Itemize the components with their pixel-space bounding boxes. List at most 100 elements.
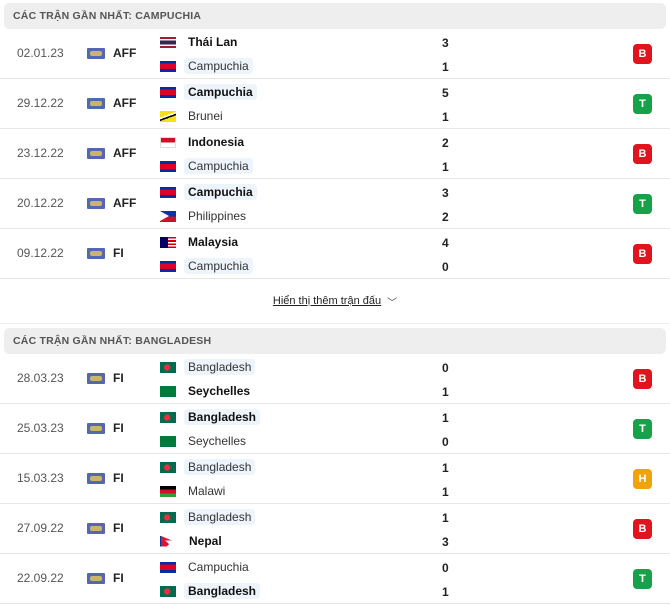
- match-row[interactable]: 09.12.22 FI Malaysia Campuchia 4 0 B: [0, 229, 670, 279]
- league-name: AFF: [113, 146, 137, 160]
- team-away[interactable]: Seychelles: [160, 432, 250, 450]
- flag-icon: [160, 461, 176, 473]
- match-row[interactable]: 23.12.22 AFF Indonesia Campuchia 2 1 B: [0, 129, 670, 179]
- team-name: Nepal: [189, 534, 222, 548]
- flag-icon: [160, 110, 176, 122]
- home-score: 2: [442, 136, 449, 150]
- league-name: AFF: [113, 46, 137, 60]
- team-away[interactable]: Campuchia: [160, 57, 253, 75]
- team-away[interactable]: Nepal: [160, 532, 226, 550]
- flag-icon: [160, 561, 176, 573]
- league-icon: [87, 248, 105, 259]
- league-name: FI: [113, 571, 124, 585]
- match-row[interactable]: 20.12.22 AFF Campuchia Philippines 3 2 T: [0, 179, 670, 229]
- result-badge: B: [633, 144, 652, 164]
- team-home[interactable]: Campuchia: [160, 83, 257, 101]
- match-row[interactable]: 25.03.23 FI Bangladesh Seychelles 1 0 T: [0, 404, 670, 454]
- team-name: Brunei: [188, 109, 223, 123]
- team-away[interactable]: Malawi: [160, 482, 229, 500]
- team-name: Seychelles: [188, 434, 247, 448]
- flag-icon: [160, 585, 176, 597]
- team-name: Bangladesh: [184, 583, 261, 599]
- team-name: Campuchia: [184, 58, 253, 74]
- flag-icon: [160, 411, 176, 423]
- team-name: Seychelles: [188, 384, 251, 398]
- league-icon: [87, 473, 105, 484]
- league-name: AFF: [113, 196, 137, 210]
- away-score: 1: [442, 110, 449, 124]
- result-badge: B: [633, 519, 652, 539]
- flag-icon: [160, 86, 176, 98]
- result-badge: T: [633, 569, 652, 589]
- show-more-link[interactable]: Hiển thị thêm trận đấu: [272, 295, 382, 307]
- team-home[interactable]: Bangladesh: [160, 358, 256, 376]
- league-icon: [87, 98, 105, 109]
- team-home[interactable]: Campuchia: [160, 558, 253, 576]
- match-date: 29.12.22: [17, 96, 64, 110]
- match-date: 15.03.23: [17, 471, 64, 485]
- home-score: 1: [442, 511, 449, 525]
- match-row[interactable]: 22.09.22 FI Campuchia Bangladesh 0 1 T: [0, 554, 670, 604]
- team-away[interactable]: Campuchia: [160, 257, 253, 275]
- team-away[interactable]: Campuchia: [160, 157, 253, 175]
- match-date: 25.03.23: [17, 421, 64, 435]
- flag-icon: [160, 60, 176, 72]
- team-name: Malawi: [188, 484, 226, 498]
- result-badge: T: [633, 419, 652, 439]
- match-row[interactable]: 02.01.23 AFF Thái Lan Campuchia 3 1 B: [0, 29, 670, 79]
- flag-icon: [160, 36, 176, 48]
- team-away[interactable]: Bangladesh: [160, 582, 261, 600]
- match-date: 09.12.22: [17, 246, 64, 260]
- flag-icon: [160, 435, 176, 447]
- show-more: Hiển thị thêm trận đấu ﹀: [0, 279, 670, 324]
- team-away[interactable]: Seychelles: [160, 382, 254, 400]
- chevron-down-icon[interactable]: ﹀: [387, 297, 398, 309]
- league-icon: [87, 48, 105, 59]
- league-icon: [87, 148, 105, 159]
- team-name: Campuchia: [184, 158, 253, 174]
- away-score: 0: [442, 435, 449, 449]
- match-date: 22.09.22: [17, 571, 64, 585]
- team-home[interactable]: Bangladesh: [160, 458, 256, 476]
- team-name: Campuchia: [188, 560, 249, 574]
- team-home[interactable]: Thái Lan: [160, 33, 241, 51]
- league-icon: [87, 423, 105, 434]
- match-row[interactable]: 27.09.22 FI Bangladesh Nepal 1 3 B: [0, 504, 670, 554]
- flag-icon: [160, 511, 176, 523]
- team-name: Campuchia: [184, 84, 257, 100]
- team-home[interactable]: Indonesia: [160, 133, 248, 151]
- home-score: 4: [442, 236, 449, 250]
- team-home[interactable]: Campuchia: [160, 183, 257, 201]
- home-score: 0: [442, 561, 449, 575]
- flag-icon: [160, 236, 176, 248]
- match-row[interactable]: 15.03.23 FI Bangladesh Malawi 1 1 H: [0, 454, 670, 504]
- team-name: Philippines: [188, 209, 247, 223]
- match-row[interactable]: 28.03.23 FI Bangladesh Seychelles 0 1 B: [0, 354, 670, 404]
- team-name: Bangladesh: [184, 509, 256, 525]
- team-home[interactable]: Bangladesh: [160, 508, 256, 526]
- league-name: FI: [113, 371, 124, 385]
- flag-icon: [160, 186, 176, 198]
- team-home[interactable]: Bangladesh: [160, 408, 261, 426]
- home-score: 1: [442, 411, 449, 425]
- team-name: Bangladesh: [184, 409, 261, 425]
- away-score: 1: [442, 60, 449, 74]
- team-home[interactable]: Malaysia: [160, 233, 242, 251]
- team-name: Campuchia: [184, 258, 253, 274]
- section-header: CÁC TRẬN GẦN NHẤT: BANGLADESH: [4, 328, 666, 354]
- league-icon: [87, 373, 105, 384]
- team-away[interactable]: Brunei: [160, 107, 227, 125]
- flag-icon: [160, 485, 176, 497]
- home-score: 3: [442, 36, 449, 50]
- away-score: 2: [442, 210, 449, 224]
- flag-icon: [160, 361, 176, 373]
- away-score: 1: [442, 585, 449, 599]
- team-name: Bangladesh: [184, 359, 256, 375]
- away-score: 3: [442, 535, 449, 549]
- league-icon: [87, 523, 105, 534]
- team-away[interactable]: Philippines: [160, 207, 250, 225]
- flag-icon: [160, 535, 172, 547]
- away-score: 1: [442, 485, 449, 499]
- home-score: 3: [442, 186, 449, 200]
- match-row[interactable]: 29.12.22 AFF Campuchia Brunei 5 1 T: [0, 79, 670, 129]
